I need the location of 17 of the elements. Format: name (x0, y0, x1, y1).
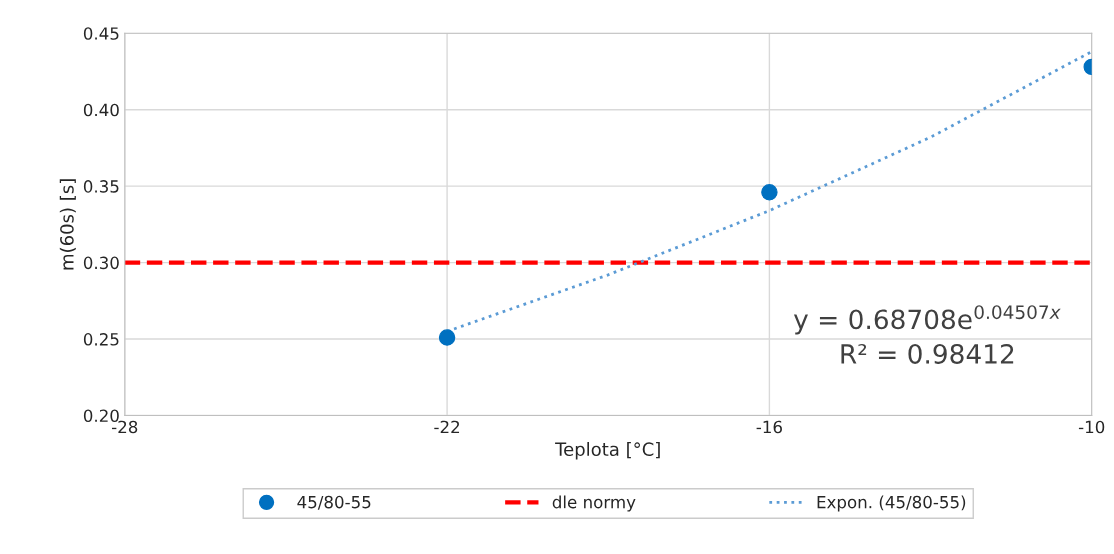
annotation: y = 0.68708e$^{0.04507x}$ (793, 305, 1061, 335)
y-tick-label: 0.40 (83, 103, 119, 117)
legend-label: dle normy (552, 495, 636, 512)
legend-label: 45/80-55 (297, 495, 371, 510)
annotation: R² = 0.98412 (841, 343, 1014, 364)
y-tick-label: 0.35 (83, 180, 119, 193)
x-tick-label: -10 (1078, 420, 1105, 434)
y-tick-label: 0.20 (83, 409, 119, 423)
x-axis-title: Teplota [°C] (555, 442, 660, 460)
x-tick-label: -22 (434, 420, 460, 434)
legend-label: Expon. (45/80-55) (817, 495, 966, 512)
x-tick-label: -16 (756, 420, 782, 434)
y-axis-title: m(60s) [s] (59, 179, 76, 270)
y-tick-label: 0.30 (83, 256, 119, 270)
y-tick-label: 0.25 (83, 333, 119, 346)
x-tick-label: -28 (111, 420, 138, 434)
y-tick-label: 0.45 (83, 27, 119, 40)
